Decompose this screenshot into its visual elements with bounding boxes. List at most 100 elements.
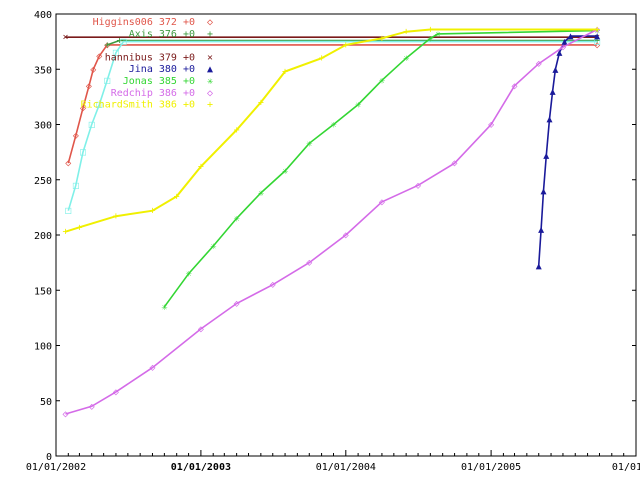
series-point: ◇ [379, 197, 385, 208]
series-point: ✳ [379, 75, 385, 86]
series-point: + [117, 36, 123, 47]
series-line [65, 28, 598, 233]
legend-entry: Jina 380 +0 [129, 64, 195, 75]
series-point: ✳ [355, 100, 361, 111]
series-point: ✳ [234, 213, 240, 224]
series-point: + [319, 53, 325, 64]
legend-entry: RichardSmith 386 +0 [81, 100, 195, 111]
series-point: ◇ [270, 280, 276, 291]
series-point: □ [96, 100, 102, 111]
legend-entry: Higgins006 372 +0 [93, 17, 195, 28]
series-point: ◇ [343, 230, 349, 241]
series-point: ◇ [560, 42, 566, 53]
series-RichardSmith: + + + + + + + + + + + + + + + [63, 24, 601, 237]
series-point: □ [113, 48, 119, 59]
series-point: ▲ [562, 37, 568, 48]
series-point: □ [120, 37, 126, 48]
series-line [65, 28, 598, 415]
series-point: + [63, 227, 69, 238]
series-point: ◇ [594, 40, 600, 51]
series-point: ◇ [73, 131, 79, 142]
x-axis: 01/01/2002 01/01/2003 01/01/2004 01/01/2005… [26, 450, 640, 473]
y-tick-label: 200 [34, 231, 52, 242]
series-point: ◇ [234, 299, 240, 310]
legend-entry: Jonas 385 +0 [123, 76, 195, 87]
series-point: + [76, 222, 82, 233]
series-point: ▲ [536, 261, 542, 272]
series-point: + [282, 66, 288, 77]
y-tick-label: 150 [34, 286, 52, 297]
legend-entry: Redchip 386 +0 [111, 88, 195, 99]
series-point: ▲ [556, 48, 562, 59]
legend-marker: + [207, 100, 213, 111]
series-point: ◇ [536, 59, 542, 70]
series-point: ◇ [89, 401, 95, 412]
series-Jina: ▲▲▲▲▲▲▲▲▲▲ ▲ [536, 31, 600, 272]
series-point: + [403, 27, 409, 38]
y-tick-label: 100 [34, 342, 52, 353]
x-tick-label: 01/01/20 [612, 462, 640, 473]
series-point: + [594, 24, 600, 35]
series-point: ▲ [594, 31, 600, 42]
series-line [537, 35, 598, 266]
legend-marker: ▲ [207, 64, 213, 75]
y-tick-label: 400 [34, 10, 52, 21]
series-point: ✳ [427, 33, 433, 44]
series-point: ◇ [198, 324, 204, 335]
x-tick-label: 01/01/2004 [316, 462, 376, 473]
series-point: + [343, 40, 349, 51]
series-point: □ [594, 37, 600, 48]
series-point: ✳ [258, 188, 264, 199]
legend-marker: × [207, 52, 213, 63]
series-point: × [594, 32, 600, 43]
series-point: ◇ [90, 64, 96, 75]
series-point: □ [89, 120, 95, 131]
series-hannibus: × × [63, 32, 601, 43]
series-point: ◇ [452, 158, 458, 169]
series-point: ▲ [543, 150, 549, 161]
x-tick-label: 01/01/2002 [26, 462, 86, 473]
series-point: ◇ [63, 409, 69, 420]
series-point: ◇ [149, 363, 155, 374]
y-tick-label: 350 [34, 65, 52, 76]
series-point: ◇ [512, 81, 518, 92]
series-line [163, 29, 598, 308]
series-point: ▲ [567, 31, 573, 42]
series-point: + [149, 206, 155, 217]
series-point: ◇ [488, 120, 494, 131]
series-point: ✳ [594, 26, 600, 37]
series-point: + [234, 125, 240, 136]
series-point: + [198, 161, 204, 172]
series-point: ▲ [546, 114, 552, 125]
legend-marker: ◇ [207, 17, 213, 28]
y-axis: 0 50 100 150 200 250 300 350 400 [34, 10, 636, 463]
y-tick-label: 300 [34, 121, 52, 132]
series-point: □ [80, 147, 86, 158]
series-point: + [113, 211, 119, 222]
y-tick-label: 0 [46, 452, 52, 463]
series-point: + [258, 97, 264, 108]
series-point: ✳ [186, 269, 192, 280]
legend-entry: hannibus 379 +0 [105, 52, 195, 63]
series-point: ✳ [210, 241, 216, 252]
series-point: ▲ [550, 86, 556, 97]
legend-marker: ◇ [207, 88, 213, 99]
legend-marker: + [207, 29, 213, 40]
series-point: + [174, 191, 180, 202]
series-line [67, 40, 598, 211]
series-point: × [63, 32, 69, 43]
series-layer: ◇◇◇◇◇◇◇ ◇+ + +□□□□□□□□ □× ×▲▲▲▲▲▲▲▲▲▲ ▲✳✳✳✳✳✳✳… [63, 24, 601, 420]
series-point: ◇ [415, 180, 421, 191]
legend-entry: Axis 376 +0 [129, 29, 195, 40]
series-line [67, 44, 598, 164]
series-Higgins006: ◇ ◇ ◇ ◇ ◇ ◇ ◇ ◇ [65, 40, 600, 169]
series-point: ✳ [306, 138, 312, 149]
x-tick-label: 01/01/2005 [461, 462, 521, 473]
series-point: ✳ [435, 29, 441, 40]
series-point: □ [73, 180, 79, 191]
series-point: ◇ [104, 40, 110, 51]
series-point: □ [104, 75, 110, 86]
series-point: ◇ [306, 258, 312, 269]
series-Jonas: ✳✳✳✳✳✳✳✳✳✳✳✳ ✳ ✳ [161, 26, 600, 313]
